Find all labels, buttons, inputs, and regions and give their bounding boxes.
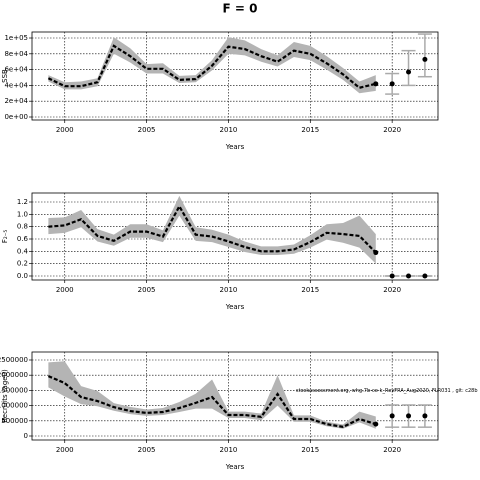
x-tick-label: 2015	[301, 126, 319, 134]
confidence-band	[48, 361, 376, 429]
y-tick-label: 2500000	[0, 356, 28, 364]
x-tick-label: 2010	[220, 286, 238, 294]
plot-frame	[31, 192, 439, 281]
y-axis-label: SSB	[1, 69, 9, 83]
y-tick-label: 0.2	[17, 260, 28, 268]
x-tick-label: 2000	[56, 286, 74, 294]
chart-title: F = 0	[223, 2, 258, 16]
plot-frame	[31, 351, 439, 441]
estimate-line	[48, 204, 377, 254]
projection-point	[389, 273, 395, 279]
x-tick-label: 2020	[383, 286, 401, 294]
y-tick-label: 0.8	[17, 223, 28, 231]
plot-frame	[31, 31, 439, 121]
projection-point	[389, 413, 395, 419]
y-tick-label: 1000000	[0, 402, 28, 410]
y-tick-label: 2000000	[0, 371, 28, 379]
projection-point	[389, 81, 395, 87]
x-tick-label: 2020	[383, 446, 401, 454]
x-axis-label: Years	[225, 463, 245, 471]
projection-point	[422, 413, 428, 419]
x-tick-label: 2010	[220, 126, 238, 134]
x-tick-label: 2010	[220, 446, 238, 454]
x-axis-label: Years	[225, 303, 245, 311]
y-axis-label: F₂₋₅	[1, 230, 9, 244]
last-point	[373, 81, 379, 87]
x-tick-label: 2015	[301, 286, 319, 294]
annotation: stockassessment.org, whg.7b-ce-k_RevFRA_…	[296, 388, 478, 394]
x-tick-label: 2005	[138, 446, 156, 454]
y-tick-label: 0	[24, 432, 28, 440]
y-tick-label: 0e+00	[4, 113, 28, 121]
x-tick-label: 2000	[56, 446, 74, 454]
last-point	[373, 250, 379, 256]
projection-point	[422, 273, 428, 279]
y-tick-label: 0.6	[17, 235, 29, 243]
last-point	[373, 421, 379, 427]
y-tick-label: 6e+04	[4, 66, 28, 74]
y-tick-label: 8e+04	[4, 50, 28, 58]
x-axis-label: Years	[225, 143, 245, 151]
estimate-line	[47, 44, 377, 89]
projection-point	[406, 69, 412, 75]
projection-point	[406, 273, 412, 279]
y-tick-label: 500000	[1, 417, 28, 425]
y-tick-label: 1500000	[0, 386, 28, 394]
x-tick-label: 2000	[56, 126, 74, 134]
x-tick-label: 2005	[138, 286, 156, 294]
y-tick-label: 1.2	[17, 198, 28, 206]
y-tick-label: 0.0	[17, 272, 28, 280]
y-tick-label: 1e+05	[4, 34, 28, 42]
y-axis-label: Recruits (age0)	[1, 369, 9, 423]
confidence-band	[48, 195, 376, 264]
projection-point	[406, 413, 412, 419]
x-tick-label: 2005	[138, 126, 156, 134]
y-tick-label: 0.4	[17, 247, 29, 255]
estimate-line	[47, 375, 377, 429]
y-tick-label: 1.0	[17, 210, 28, 218]
y-tick-label: 4e+04	[4, 81, 28, 89]
projection-point	[422, 56, 428, 62]
y-tick-label: 2e+04	[4, 97, 28, 105]
x-tick-label: 2020	[383, 126, 401, 134]
x-tick-label: 2015	[301, 446, 319, 454]
